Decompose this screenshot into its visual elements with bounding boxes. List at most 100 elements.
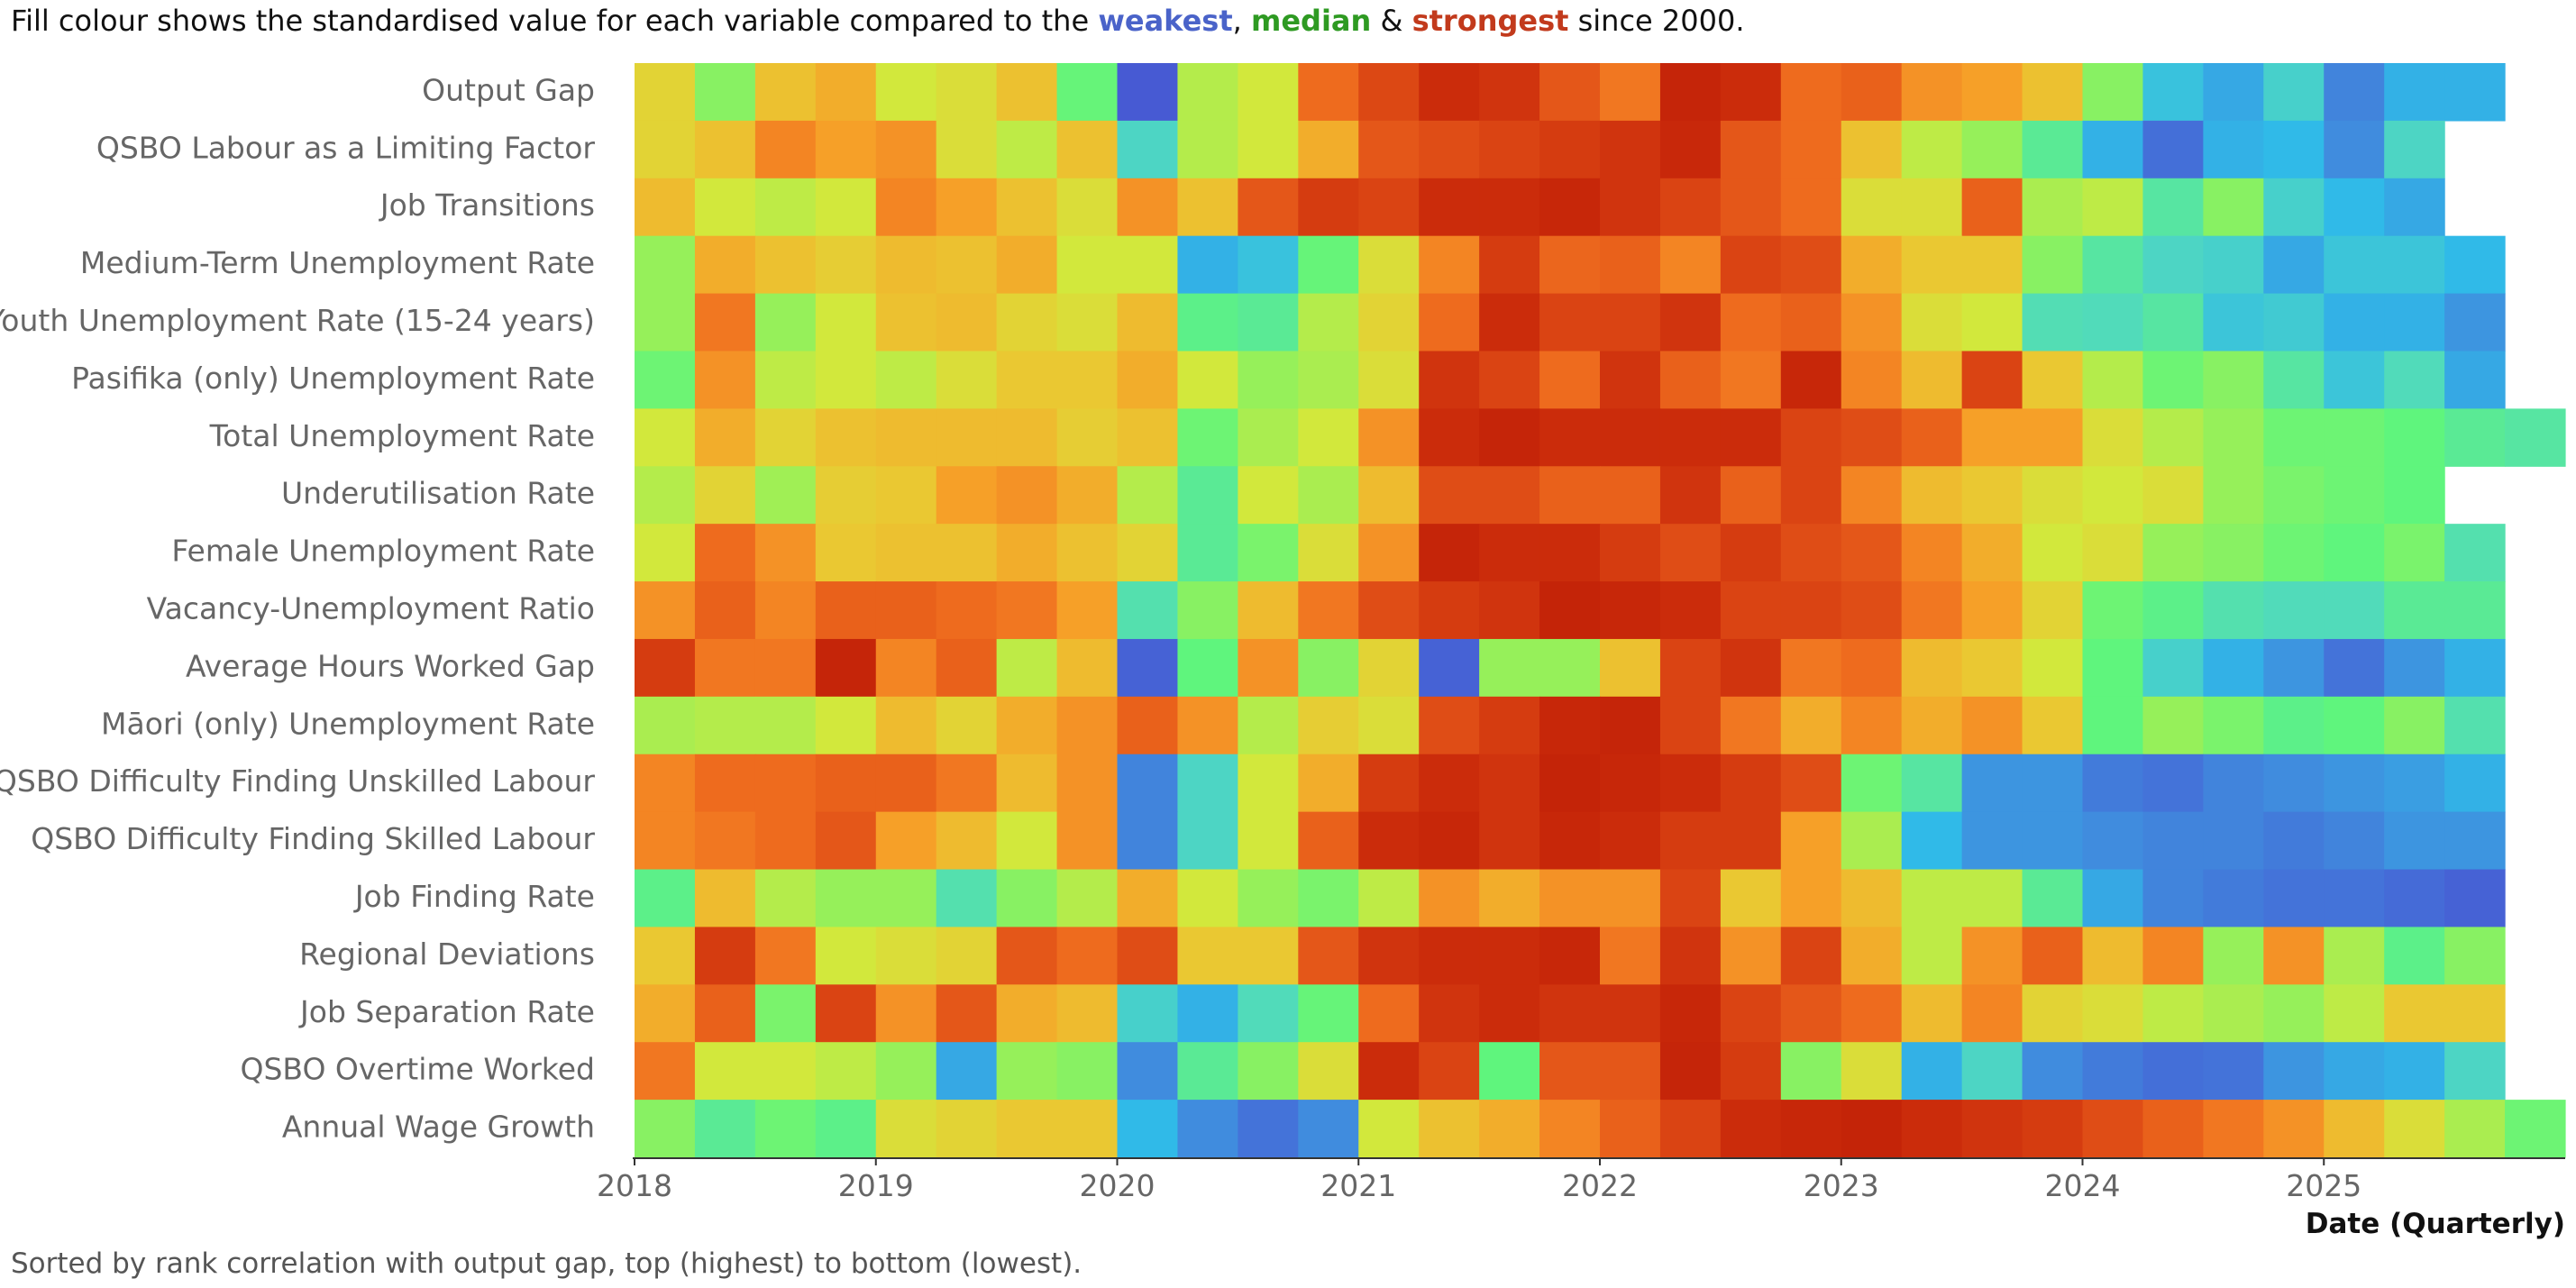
heatmap-cell [2263, 984, 2325, 1043]
heatmap-cell [1600, 984, 1661, 1043]
heatmap-cell [2142, 235, 2204, 295]
heatmap-cell [1177, 638, 1238, 698]
heatmap-cell [815, 524, 877, 582]
heatmap-cell [1600, 696, 1661, 755]
heatmap-cell [1720, 927, 1782, 985]
heatmap-cell [1539, 754, 1601, 813]
heatmap-cell [1901, 869, 1963, 928]
heatmap-cell [996, 293, 1058, 352]
heatmap-cell [2384, 524, 2445, 582]
heatmap-cell [1539, 638, 1601, 698]
heatmap-cell [936, 927, 998, 985]
heatmap-cell [2142, 178, 2204, 237]
heatmap-cell [2203, 1042, 2264, 1101]
subtitle-text-after: since 2000. [1568, 4, 1745, 38]
heatmap-cell [2384, 581, 2445, 640]
heatmap-cell [1600, 466, 1661, 525]
heatmap-cell [1600, 1100, 1661, 1158]
heatmap-cell [1056, 466, 1119, 525]
heatmap-cell [635, 696, 696, 755]
heatmap-cell [1177, 63, 1238, 122]
heatmap-cell [875, 1042, 937, 1101]
heatmap-cell [936, 524, 998, 582]
heatmap-cell [1961, 178, 2023, 237]
heatmap-cell [936, 869, 998, 928]
heatmap-cell [1298, 466, 1359, 525]
heatmap-cell [2022, 696, 2084, 755]
heatmap-cell [1419, 1042, 1480, 1101]
heatmap-cell [1600, 1042, 1661, 1101]
heatmap-cell [1539, 466, 1601, 525]
heatmap-cell [1600, 351, 1661, 409]
heatmap-cell [635, 927, 696, 985]
heatmap-cell [996, 524, 1058, 582]
heatmap-cell [1720, 869, 1782, 928]
heatmap-cell [2142, 696, 2204, 755]
heatmap-cell [754, 351, 817, 409]
heatmap-cell [2384, 235, 2445, 295]
heatmap-cell [694, 811, 756, 871]
heatmap-cell [2022, 581, 2084, 640]
heatmap-cell [1479, 638, 1540, 698]
heatmap-cell [1117, 984, 1179, 1043]
heatmap-cell [2384, 869, 2445, 928]
heatmap-cell [1177, 524, 1238, 582]
heatmap-cell [1780, 869, 1842, 928]
heatmap-cell [1901, 754, 1963, 813]
heatmap-cell [815, 869, 877, 928]
heatmap-cell [1056, 408, 1119, 467]
heatmap-cell [1720, 466, 1782, 525]
heatmap-cell [875, 754, 937, 813]
heatmap-cell [2505, 408, 2566, 467]
heatmap-cell [1056, 351, 1119, 409]
heatmap-cell [1841, 63, 1903, 122]
heatmap-cell [1720, 408, 1782, 467]
heatmap-cell [875, 1100, 937, 1158]
heatmap-cell [1841, 984, 1903, 1043]
heatmap-cell [1961, 466, 2023, 525]
heatmap-cell [1659, 927, 1722, 985]
heatmap-cell [815, 811, 877, 871]
heatmap-cell [1479, 351, 1540, 409]
heatmap-cell [2444, 235, 2506, 295]
heatmap-cell [2384, 696, 2445, 755]
heatmap-cell [635, 754, 696, 813]
chart-subtitle: Fill colour shows the standardised value… [11, 4, 1745, 38]
heatmap-cell [2082, 235, 2144, 295]
heatmap-cell [1901, 1042, 1963, 1101]
heatmap-cell [2022, 1100, 2084, 1158]
heatmap-cell [2263, 524, 2325, 582]
heatmap-cell [1117, 63, 1179, 122]
heatmap-cell [1600, 524, 1661, 582]
heatmap-cell [694, 927, 756, 985]
heatmap-cell [875, 235, 937, 295]
heatmap-cell [694, 524, 756, 582]
heatmap-cell [1177, 581, 1238, 640]
heatmap-cell [754, 408, 817, 467]
heatmap-cell [875, 638, 937, 698]
row-labels: Output Gap QSBO Labour as a Limiting Fact… [0, 72, 595, 1144]
heatmap-cell [1177, 1100, 1238, 1158]
heatmap-cell [2022, 754, 2084, 813]
heatmap-cell [1841, 293, 1903, 352]
heatmap-cell [1419, 524, 1480, 582]
row-label: Job Finding Rate [353, 879, 595, 914]
heatmap-cell [1720, 1100, 1782, 1158]
heatmap-cell [635, 869, 696, 928]
heatmap-cell [2203, 1100, 2264, 1158]
heatmap-cell [2082, 351, 2144, 409]
heatmap-cell [2444, 638, 2506, 698]
heatmap-cell [2082, 811, 2144, 871]
heatmap-cell [2263, 638, 2325, 698]
heatmap-cell [2444, 293, 2506, 352]
row-label: Pasifika (only) Unemployment Rate [71, 361, 595, 396]
heatmap-cell [1117, 927, 1179, 985]
heatmap-cell [2324, 178, 2385, 237]
heatmap-cell [2263, 1100, 2325, 1158]
heatmap-cell [2324, 351, 2385, 409]
heatmap-cell [1720, 351, 1782, 409]
row-label: Māori (only) Unemployment Rate [101, 706, 595, 741]
heatmap-cell [2022, 293, 2084, 352]
heatmap-cell [815, 754, 877, 813]
heatmap-cell [2082, 178, 2144, 237]
